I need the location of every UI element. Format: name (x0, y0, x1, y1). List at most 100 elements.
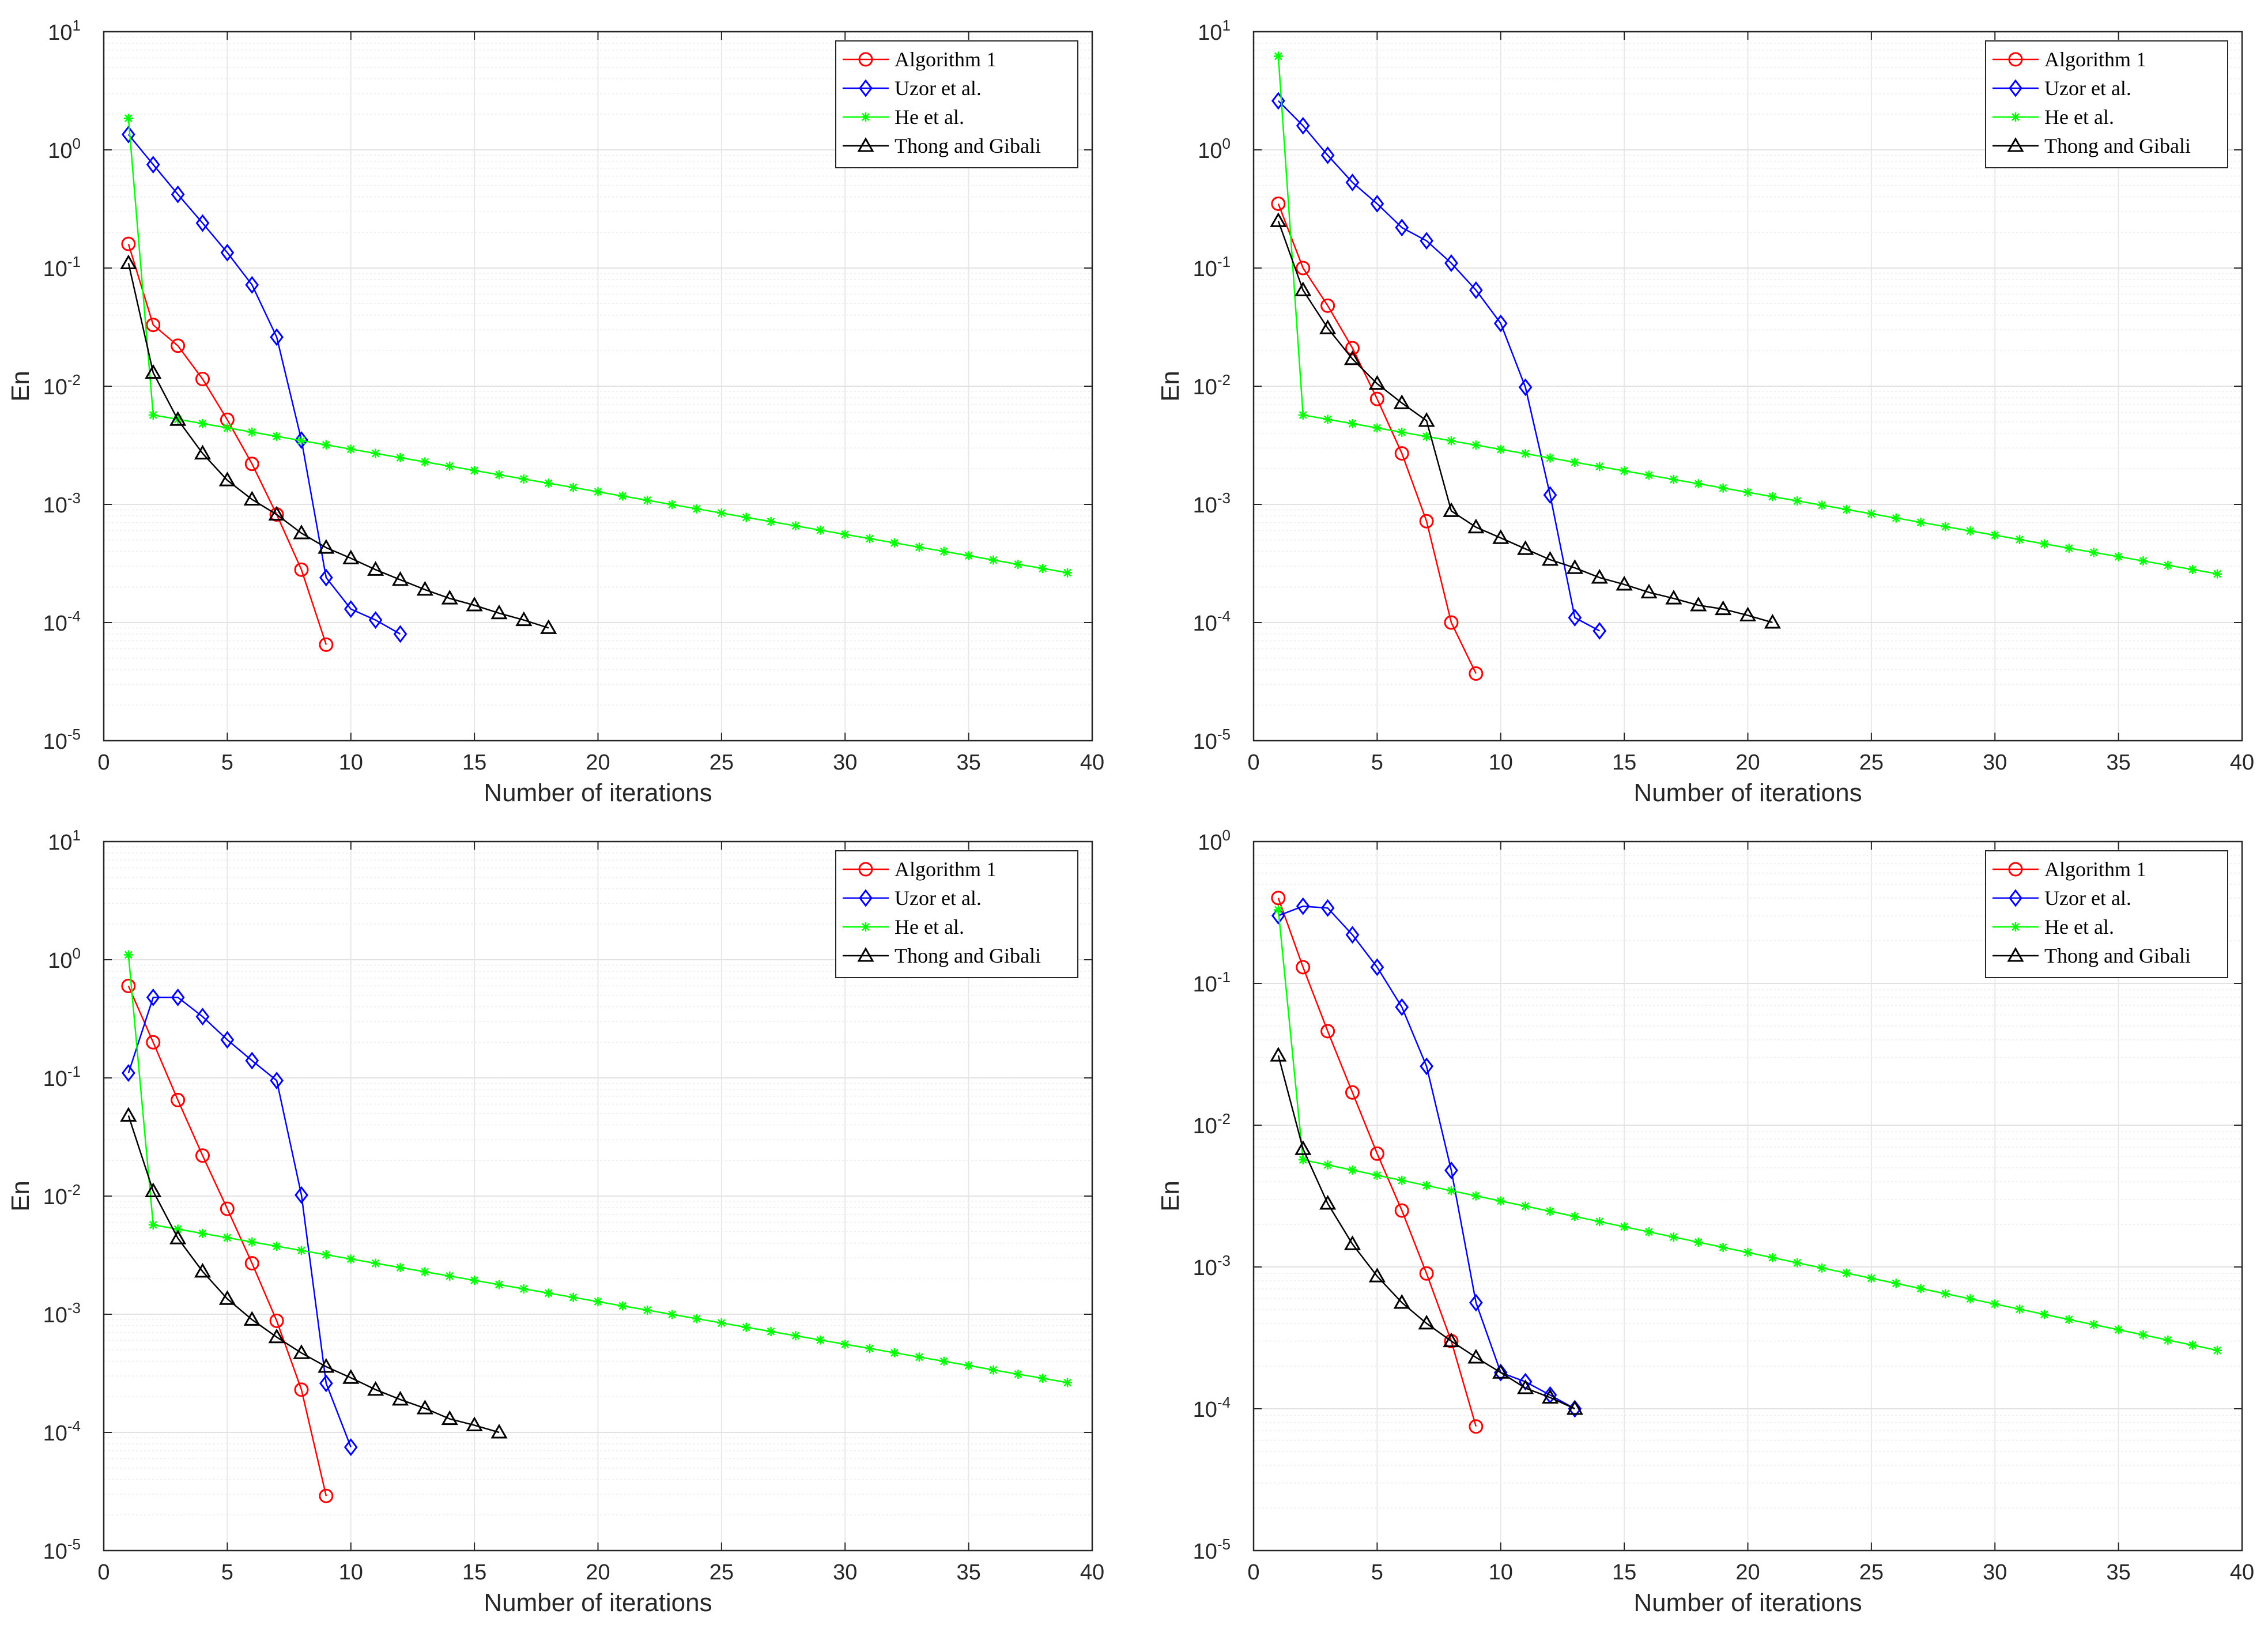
series-uzor-et-al- (121, 988, 358, 1457)
data-point (716, 508, 726, 518)
x-tick-label: 25 (1859, 1560, 1884, 1585)
data-point (1444, 254, 1458, 272)
data-point (391, 1390, 409, 1406)
data-point (515, 611, 533, 627)
data-point (1418, 1314, 1435, 1330)
legend-label: Thong and Gibali (895, 134, 1041, 157)
data-point (1319, 319, 1337, 334)
data-point (344, 1438, 358, 1457)
y-tick-label: 10-1 (1193, 968, 1231, 997)
y-tick-base: 10 (1193, 612, 1217, 636)
y-tick-exponent: -3 (1217, 1252, 1231, 1269)
data-point (1743, 1247, 1753, 1257)
y-tick-exponent: -2 (67, 1181, 81, 1198)
data-point (1422, 432, 1432, 442)
legend-marker (2011, 112, 2020, 122)
y-tick-exponent: -2 (1217, 1110, 1231, 1127)
data-point (342, 1369, 360, 1384)
x-tick-label: 5 (221, 1560, 233, 1585)
data-point (593, 487, 603, 497)
y-tick-base: 10 (43, 730, 67, 754)
data-point (171, 185, 185, 203)
x-tick-label: 30 (1983, 1560, 2007, 1585)
x-axis-label: Number of iterations (1633, 779, 1862, 807)
data-point (416, 1400, 433, 1415)
data-point (1443, 1332, 1460, 1348)
legend-label: Uzor et al. (2044, 887, 2131, 910)
data-point (1541, 1389, 1559, 1404)
y-axis-label: En (6, 1181, 35, 1212)
data-point (346, 1254, 356, 1264)
data-point (169, 1230, 187, 1244)
data-point (123, 114, 133, 123)
legend-marker (2008, 862, 2023, 877)
x-tick-label: 20 (586, 1560, 610, 1585)
y-tick-exponent: -5 (67, 726, 81, 743)
y-tick-exponent: -4 (1217, 608, 1231, 625)
chart-panel-3: 0 5 10 15 20 25 30 35 4010-510-410-310-210-11001… (6, 827, 1104, 1617)
data-point (1296, 116, 1310, 135)
y-tick-base: 10 (43, 1067, 67, 1091)
data-point (2138, 1330, 2148, 1340)
data-point (1990, 1299, 2000, 1309)
data-point (218, 1290, 236, 1305)
y-tick-base: 10 (1193, 375, 1217, 399)
series-line (1277, 220, 1773, 624)
y-tick-label: 10-2 (43, 371, 81, 399)
y-tick-exponent: -2 (67, 371, 81, 389)
series-line (1277, 1055, 1575, 1410)
data-point (245, 1051, 259, 1070)
x-tick-label: 10 (1489, 750, 1513, 775)
y-tick-label: 10-4 (43, 608, 81, 636)
y-tick-label: 100 (48, 945, 81, 973)
data-point (1444, 1161, 1458, 1179)
data-point (2163, 1335, 2173, 1345)
data-point (1941, 522, 1950, 531)
data-point (1063, 568, 1073, 578)
data-point (1469, 281, 1483, 299)
y-tick-exponent: 0 (73, 945, 81, 962)
data-point (1620, 1222, 1629, 1232)
data-point (1768, 1253, 1778, 1262)
data-point (222, 1233, 232, 1243)
x-tick-label: 30 (1983, 750, 2007, 775)
data-point (1842, 504, 1851, 514)
data-point (1518, 378, 1533, 397)
data-point (121, 236, 136, 251)
y-tick-base: 10 (1193, 1540, 1217, 1564)
y-tick-label: 100 (1198, 135, 1231, 163)
data-point (766, 516, 776, 526)
legend-item: Algorithm 1 (1992, 858, 2146, 881)
y-tick-exponent: 0 (1222, 135, 1231, 152)
data-point (268, 1328, 285, 1344)
chart-panel-1: 0 5 10 15 20 25 30 35 4010-510-410-310-210-11001… (6, 17, 1104, 807)
data-point (1296, 261, 1311, 276)
legend-item: Uzor et al. (843, 887, 982, 910)
data-point (568, 1292, 578, 1302)
data-point (1368, 1268, 1386, 1283)
data-point (939, 546, 949, 556)
x-tick-label: 20 (1735, 1560, 1760, 1585)
data-point (1718, 1242, 1728, 1252)
data-point (195, 1148, 210, 1163)
y-tick-exponent: 1 (73, 17, 81, 34)
legend-label: Thong and Gibali (2044, 134, 2191, 157)
y-tick-exponent: -3 (67, 1299, 81, 1317)
data-point (1965, 1294, 1975, 1304)
y-tick-label: 10-1 (43, 1063, 81, 1091)
y-tick-label: 10-1 (43, 253, 81, 281)
x-tick-label: 0 (97, 1560, 110, 1585)
legend-marker (857, 946, 874, 962)
data-point (1270, 212, 1287, 227)
x-tick-label: 0 (97, 750, 110, 775)
x-axis-label: Number of iterations (484, 1589, 712, 1617)
data-point (1616, 575, 1633, 591)
y-tick-exponent: 0 (1222, 827, 1231, 844)
data-point (490, 604, 508, 620)
y-tick-label: 10-5 (1193, 726, 1231, 754)
data-point (519, 1284, 529, 1293)
data-point (1866, 509, 1876, 519)
data-point (319, 1374, 333, 1393)
data-point (1345, 341, 1360, 356)
data-point (964, 1361, 973, 1370)
